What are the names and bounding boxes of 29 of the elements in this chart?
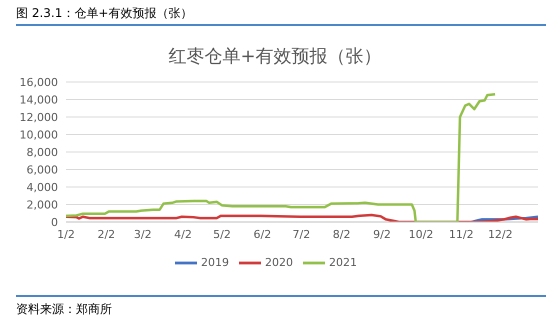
x-tick-label: 6/2 bbox=[253, 228, 272, 241]
x-tick-label: 5/2 bbox=[213, 228, 231, 241]
y-tick-label: 6,000 bbox=[26, 163, 58, 176]
x-tick-label: 11/2 bbox=[448, 228, 474, 241]
x-tick-label: 8/2 bbox=[332, 228, 351, 241]
legend-label: 2021 bbox=[329, 256, 357, 270]
y-tick-label: 16,000 bbox=[20, 76, 58, 89]
y-tick-label: 14,000 bbox=[20, 93, 58, 106]
legend-label: 2019 bbox=[201, 256, 229, 270]
caption: 图 2.3.1：仓单+有效预报（张） bbox=[16, 5, 192, 22]
x-tick-label: 10/2 bbox=[408, 228, 434, 241]
y-tick-label: 2,000 bbox=[26, 198, 58, 212]
x-tick-label: 7/2 bbox=[292, 228, 310, 241]
x-tick-label: 3/2 bbox=[134, 228, 152, 241]
y-tick-label: 4,000 bbox=[26, 180, 58, 194]
text: 资料来源：郑商所 bbox=[16, 301, 112, 318]
x-tick-label: 4/2 bbox=[174, 228, 192, 241]
x-tick-label: 2/2 bbox=[97, 228, 116, 241]
y-tick-label: 12,000 bbox=[20, 110, 58, 124]
x-tick-label: 1/2 bbox=[57, 228, 75, 241]
line-series bbox=[66, 93, 496, 222]
x-tick-label: 12/2 bbox=[488, 228, 513, 241]
y-tick-label: 0 bbox=[51, 216, 58, 229]
y-tick-label: 10,000 bbox=[20, 128, 58, 142]
line-series bbox=[66, 214, 538, 222]
chart-title: 红枣仓单+有效预报（张） bbox=[167, 45, 383, 68]
y-tick-label: 8,000 bbox=[26, 146, 58, 159]
legend-label: 2020 bbox=[265, 256, 293, 270]
x-tick-label: 9/2 bbox=[373, 228, 391, 241]
